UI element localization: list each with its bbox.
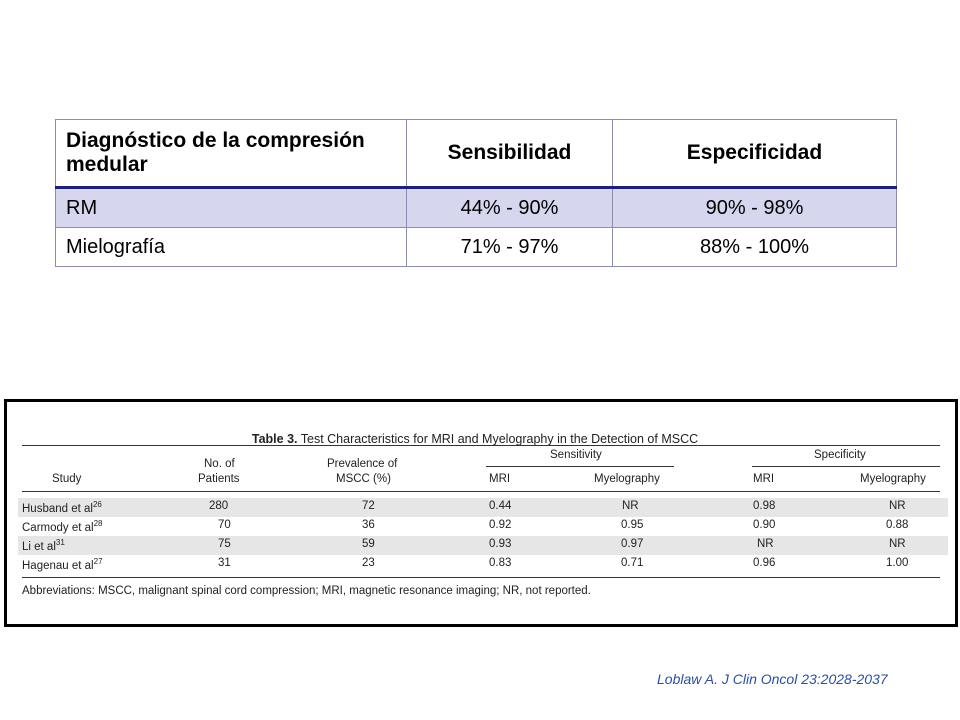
table-row: Hagenau et al27 31 23 0.83 0.71 0.96 1.0… bbox=[18, 555, 948, 574]
col-header-sens-myelo: Myelography bbox=[594, 473, 660, 485]
cell-patients: 31 bbox=[218, 557, 231, 569]
col-header-sens-mri: MRI bbox=[489, 473, 511, 485]
cell-sens-myelo: 0.71 bbox=[621, 557, 644, 569]
header-diagnosis: Diagnóstico de la compresión medular bbox=[55, 119, 407, 189]
header-specificity: Especificidad bbox=[612, 119, 897, 189]
cell-sens-mri: 0.92 bbox=[489, 519, 512, 531]
row-test: Mielografía bbox=[55, 227, 407, 267]
row-sensitivity: 44% - 90% bbox=[406, 187, 613, 228]
cell-sens-myelo: 0.97 bbox=[621, 538, 644, 550]
rule-body-bottom bbox=[22, 577, 940, 578]
header-sensitivity: Sensibilidad bbox=[406, 119, 613, 189]
source-table-title: Table 3. Test Characteristics for MRI an… bbox=[10, 432, 940, 446]
table-row: Carmody et al28 70 36 0.92 0.95 0.90 0.8… bbox=[18, 517, 948, 536]
row-sensitivity: 71% - 97% bbox=[406, 227, 613, 267]
cell-spec-myelo: 1.00 bbox=[886, 557, 909, 569]
cell-spec-mri: NR bbox=[757, 538, 774, 550]
col-header-study: Study bbox=[52, 473, 82, 485]
col-header-spec-myelo: Myelography bbox=[860, 473, 926, 485]
source-table-title-label: Table 3. bbox=[251, 432, 298, 446]
cell-study: Hagenau et al27 bbox=[22, 557, 103, 572]
cell-patients: 70 bbox=[218, 519, 231, 531]
rule-header-bottom bbox=[22, 491, 940, 492]
cell-spec-myelo: NR bbox=[889, 500, 906, 512]
table-row: RM 44% - 90% 90% - 98% bbox=[55, 187, 897, 228]
table-row: Mielografía 71% - 97% 88% - 100% bbox=[55, 227, 897, 267]
rule-specificity bbox=[752, 466, 940, 467]
col-header-spec-mri: MRI bbox=[753, 473, 775, 485]
cell-sens-mri: 0.93 bbox=[489, 538, 512, 550]
cell-study: Carmody et al28 bbox=[22, 519, 103, 534]
cell-patients: 280 bbox=[209, 500, 229, 512]
col-header-prevalence-2: MSCC (%) bbox=[336, 473, 391, 485]
cell-sens-mri: 0.44 bbox=[489, 500, 512, 512]
cell-prevalence: 36 bbox=[362, 519, 375, 531]
cell-patients: 75 bbox=[218, 538, 231, 550]
col-header-patients-1: No. of bbox=[204, 458, 235, 470]
cell-prevalence: 59 bbox=[362, 538, 375, 550]
cell-sens-myelo: NR bbox=[622, 500, 639, 512]
row-specificity: 90% - 98% bbox=[612, 187, 897, 228]
cell-sens-mri: 0.83 bbox=[489, 557, 512, 569]
group-header-specificity: Specificity bbox=[814, 449, 866, 461]
cell-spec-myelo: 0.88 bbox=[886, 519, 909, 531]
cell-sens-myelo: 0.95 bbox=[621, 519, 644, 531]
group-header-sensitivity: Sensitivity bbox=[550, 449, 602, 461]
table-row: Li et al31 75 59 0.93 0.97 NR NR bbox=[18, 536, 948, 555]
cell-spec-mri: 0.96 bbox=[753, 557, 776, 569]
citation: Loblaw A. J Clin Oncol 23:2028-2037 bbox=[657, 671, 888, 687]
rule-top bbox=[22, 445, 940, 446]
summary-header-row: Diagnóstico de la compresión medular Sen… bbox=[55, 119, 897, 189]
cell-study: Husband et al26 bbox=[22, 500, 102, 515]
cell-spec-mri: 0.90 bbox=[753, 519, 776, 531]
source-table-footnote: Abbreviations: MSCC, malignant spinal co… bbox=[22, 585, 591, 597]
cell-spec-mri: 0.98 bbox=[753, 500, 776, 512]
rule-sensitivity bbox=[486, 466, 674, 467]
cell-study: Li et al31 bbox=[22, 538, 65, 553]
cell-spec-myelo: NR bbox=[889, 538, 906, 550]
cell-prevalence: 72 bbox=[362, 500, 375, 512]
table-row: Husband et al26 280 72 0.44 NR 0.98 NR bbox=[18, 498, 948, 517]
col-header-prevalence-1: Prevalence of bbox=[327, 458, 398, 470]
row-test: RM bbox=[55, 187, 407, 228]
source-table-title-text: Test Characteristics for MRI and Myelogr… bbox=[297, 432, 699, 446]
summary-table: Diagnóstico de la compresión medular Sen… bbox=[55, 119, 897, 267]
col-header-patients-2: Patients bbox=[198, 473, 240, 485]
cell-prevalence: 23 bbox=[362, 557, 375, 569]
row-specificity: 88% - 100% bbox=[612, 227, 897, 267]
